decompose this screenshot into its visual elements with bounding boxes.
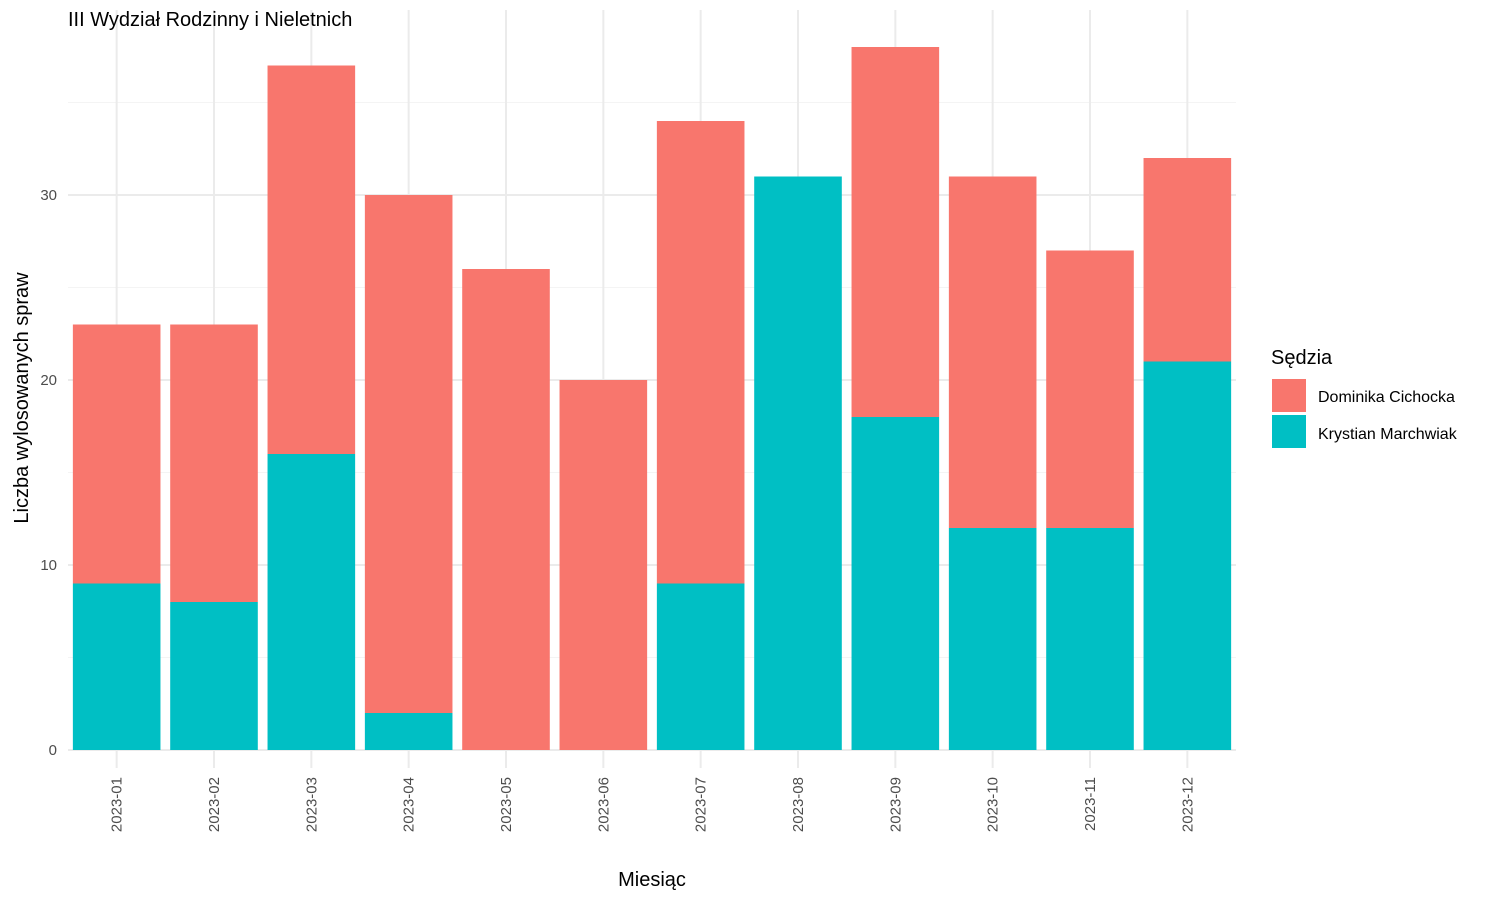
legend-title: Sędzia bbox=[1271, 347, 1333, 369]
bar-krystian-marchwiak-2023-04 bbox=[364, 713, 453, 750]
x-tick-label: 2023-05 bbox=[498, 777, 515, 832]
y-axis-ticks: 0 10 20 30 bbox=[40, 187, 57, 759]
bar-dominika-cichocka-2023-01 bbox=[72, 324, 161, 584]
y-tick-label: 10 bbox=[40, 557, 57, 574]
y-tick-label: 20 bbox=[40, 372, 57, 389]
bar-krystian-marchwiak-2023-12 bbox=[1143, 361, 1232, 750]
legend-swatch-krystian-marchwiak bbox=[1272, 415, 1306, 448]
x-tick-label: 2023-09 bbox=[887, 777, 904, 832]
legend-label-dominika-cichocka: Dominika Cichocka bbox=[1318, 389, 1455, 406]
bar-dominika-cichocka-2023-09 bbox=[851, 47, 940, 417]
bar-dominika-cichocka-2023-12 bbox=[1143, 158, 1232, 362]
x-axis-ticks: 2023-01 2023-02 2023-03 2023-04 2023-05 2023-… bbox=[109, 777, 1197, 832]
bar-dominika-cichocka-2023-07 bbox=[656, 121, 745, 584]
x-tick-label: 2023-01 bbox=[109, 777, 126, 832]
bar-dominika-cichocka-2023-11 bbox=[1046, 250, 1134, 528]
x-tick-label: 2023-11 bbox=[1082, 777, 1099, 831]
bar-krystian-marchwiak-2023-10 bbox=[948, 528, 1037, 750]
bar-dominika-cichocka-2023-04 bbox=[364, 195, 453, 713]
x-axis-title: Miesiąc bbox=[618, 869, 686, 891]
bar-krystian-marchwiak-2023-07 bbox=[656, 583, 745, 750]
bar-krystian-marchwiak-2023-02 bbox=[170, 602, 258, 750]
y-tick-label: 30 bbox=[40, 187, 57, 204]
bar-krystian-marchwiak-2023-09 bbox=[851, 417, 940, 750]
legend: Sędzia Dominika Cichocka Krystian Marchw… bbox=[1271, 347, 1458, 448]
bar-krystian-marchwiak-2023-03 bbox=[267, 454, 356, 750]
chart-title: III Wydział Rodzinny i Nieletnich bbox=[68, 9, 352, 31]
bar-krystian-marchwiak-2023-11 bbox=[1046, 528, 1134, 750]
x-tick-label: 2023-10 bbox=[985, 777, 1002, 832]
x-tick-label: 2023-02 bbox=[206, 777, 223, 832]
y-axis-title: Liczba wylosowanych spraw bbox=[11, 272, 33, 524]
bars bbox=[72, 47, 1232, 750]
x-tick-label: 2023-12 bbox=[1179, 777, 1196, 832]
legend-label-krystian-marchwiak: Krystian Marchwiak bbox=[1318, 426, 1458, 443]
x-tick-label: 2023-06 bbox=[595, 777, 612, 832]
bar-krystian-marchwiak-2023-01 bbox=[72, 583, 161, 750]
bar-dominika-cichocka-2023-10 bbox=[948, 176, 1037, 528]
y-tick-label: 0 bbox=[49, 742, 57, 759]
x-tick-label: 2023-07 bbox=[693, 777, 710, 832]
bar-dominika-cichocka-2023-03 bbox=[267, 65, 356, 454]
x-tick-label: 2023-08 bbox=[790, 777, 807, 832]
x-tick-label: 2023-03 bbox=[303, 777, 320, 832]
x-tick-label: 2023-04 bbox=[401, 777, 418, 832]
legend-swatch-dominika-cichocka bbox=[1272, 379, 1306, 412]
bar-dominika-cichocka-2023-06 bbox=[559, 380, 648, 750]
bar-dominika-cichocka-2023-05 bbox=[462, 269, 550, 750]
bar-krystian-marchwiak-2023-08 bbox=[754, 176, 842, 750]
bar-dominika-cichocka-2023-02 bbox=[170, 324, 258, 602]
